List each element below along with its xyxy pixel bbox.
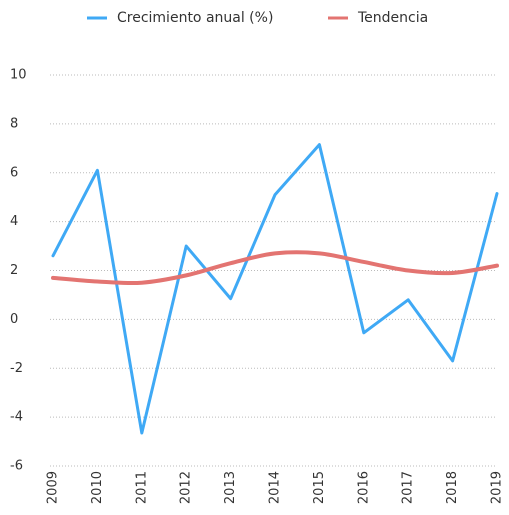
x-tick-label: 2010 <box>90 471 105 504</box>
x-tick-label: 2009 <box>46 471 61 504</box>
x-tick-label: 2019 <box>490 471 505 504</box>
legend-label: Crecimiento anual (%) <box>117 10 273 26</box>
series-line <box>51 250 499 286</box>
series-line <box>51 143 499 435</box>
y-tick-label: 6 <box>10 165 18 180</box>
x-tick-label: 2014 <box>268 471 283 504</box>
y-tick-label: 4 <box>10 214 18 229</box>
y-tick-label: -4 <box>10 410 23 425</box>
y-tick-label: 8 <box>10 116 18 131</box>
x-tick-label: 2015 <box>312 471 327 504</box>
x-tick-label: 2016 <box>356 471 371 504</box>
x-tick-label: 2017 <box>401 471 416 504</box>
x-tick-label: 2012 <box>179 471 194 504</box>
y-tick-label: 10 <box>10 68 27 83</box>
x-tick-label: 2018 <box>445 471 460 504</box>
y-tick-label: -2 <box>10 361 23 376</box>
legend-label: Tendencia <box>357 10 428 26</box>
x-tick-label: 2013 <box>223 471 238 504</box>
y-tick-label: 0 <box>10 312 18 327</box>
y-tick-label: 2 <box>10 263 18 278</box>
x-tick-label: 2011 <box>134 471 149 504</box>
y-tick-label: -6 <box>10 459 23 474</box>
